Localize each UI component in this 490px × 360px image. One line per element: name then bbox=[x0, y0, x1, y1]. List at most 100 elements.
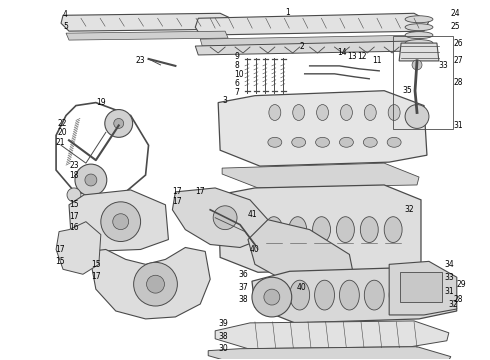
Circle shape bbox=[113, 214, 129, 230]
Text: 17: 17 bbox=[91, 272, 100, 281]
Text: 40: 40 bbox=[250, 245, 260, 254]
Ellipse shape bbox=[340, 280, 359, 310]
Ellipse shape bbox=[414, 280, 434, 310]
Ellipse shape bbox=[363, 137, 377, 147]
Text: 5: 5 bbox=[63, 22, 68, 31]
Text: 17: 17 bbox=[69, 212, 78, 221]
Polygon shape bbox=[215, 321, 449, 349]
Ellipse shape bbox=[293, 105, 305, 121]
Ellipse shape bbox=[269, 105, 281, 121]
Polygon shape bbox=[252, 267, 457, 323]
Ellipse shape bbox=[388, 105, 400, 121]
Text: 39: 39 bbox=[218, 319, 228, 328]
Text: 20: 20 bbox=[57, 128, 67, 137]
Ellipse shape bbox=[405, 32, 433, 39]
Text: 26: 26 bbox=[454, 39, 464, 48]
Circle shape bbox=[134, 262, 177, 306]
Text: 38: 38 bbox=[218, 332, 228, 341]
Text: 29: 29 bbox=[457, 280, 466, 289]
Text: 40: 40 bbox=[297, 283, 306, 292]
Text: 37: 37 bbox=[238, 283, 248, 292]
Text: 17: 17 bbox=[55, 245, 65, 254]
Text: 30: 30 bbox=[218, 344, 228, 353]
Polygon shape bbox=[89, 247, 210, 319]
Text: 8: 8 bbox=[234, 62, 239, 71]
Text: 32: 32 bbox=[404, 205, 414, 214]
Ellipse shape bbox=[387, 137, 401, 147]
Text: 3: 3 bbox=[222, 96, 227, 105]
Text: 9: 9 bbox=[234, 53, 239, 62]
Circle shape bbox=[85, 174, 97, 186]
Ellipse shape bbox=[384, 217, 402, 243]
Text: 28: 28 bbox=[454, 78, 464, 87]
FancyBboxPatch shape bbox=[400, 272, 442, 302]
Polygon shape bbox=[218, 185, 421, 272]
Ellipse shape bbox=[290, 280, 310, 310]
Circle shape bbox=[213, 206, 237, 230]
Polygon shape bbox=[196, 41, 414, 55]
Text: 33: 33 bbox=[439, 62, 449, 71]
Text: 34: 34 bbox=[445, 260, 455, 269]
Polygon shape bbox=[218, 91, 427, 166]
Polygon shape bbox=[196, 13, 429, 35]
Ellipse shape bbox=[360, 217, 378, 243]
Ellipse shape bbox=[316, 137, 329, 147]
Polygon shape bbox=[69, 190, 169, 251]
Polygon shape bbox=[56, 222, 101, 274]
Text: 41: 41 bbox=[248, 210, 258, 219]
Polygon shape bbox=[66, 31, 228, 40]
Text: 4: 4 bbox=[63, 10, 68, 19]
Polygon shape bbox=[399, 43, 439, 61]
Text: 27: 27 bbox=[454, 57, 464, 66]
Polygon shape bbox=[248, 220, 354, 289]
Ellipse shape bbox=[405, 24, 433, 31]
Ellipse shape bbox=[389, 280, 409, 310]
Text: 28: 28 bbox=[454, 294, 464, 303]
Text: 14: 14 bbox=[338, 49, 347, 58]
Ellipse shape bbox=[405, 40, 433, 46]
Circle shape bbox=[101, 202, 141, 242]
Text: 1: 1 bbox=[285, 8, 290, 17]
Text: 21: 21 bbox=[55, 138, 65, 147]
Text: 16: 16 bbox=[69, 223, 78, 232]
Ellipse shape bbox=[340, 137, 353, 147]
Circle shape bbox=[67, 188, 81, 202]
Text: 17: 17 bbox=[196, 188, 205, 197]
Ellipse shape bbox=[365, 105, 376, 121]
Text: 17: 17 bbox=[172, 197, 182, 206]
Text: 2: 2 bbox=[300, 41, 304, 50]
Ellipse shape bbox=[313, 217, 331, 243]
Ellipse shape bbox=[341, 105, 352, 121]
Ellipse shape bbox=[268, 137, 282, 147]
Polygon shape bbox=[389, 261, 457, 315]
Ellipse shape bbox=[317, 105, 328, 121]
Ellipse shape bbox=[292, 137, 306, 147]
Text: 31: 31 bbox=[454, 121, 464, 130]
Polygon shape bbox=[172, 188, 268, 247]
Text: 17: 17 bbox=[172, 188, 182, 197]
Text: 12: 12 bbox=[357, 53, 367, 62]
Circle shape bbox=[412, 60, 422, 70]
Ellipse shape bbox=[315, 280, 335, 310]
Text: 11: 11 bbox=[372, 57, 382, 66]
Polygon shape bbox=[222, 163, 419, 188]
Ellipse shape bbox=[337, 217, 354, 243]
Circle shape bbox=[252, 277, 292, 317]
Text: 35: 35 bbox=[402, 86, 412, 95]
Text: 31: 31 bbox=[445, 287, 455, 296]
Text: 32: 32 bbox=[449, 300, 459, 309]
Text: 19: 19 bbox=[96, 98, 105, 107]
Text: 23: 23 bbox=[69, 161, 78, 170]
Circle shape bbox=[405, 105, 429, 129]
Ellipse shape bbox=[265, 217, 283, 243]
Ellipse shape bbox=[365, 280, 384, 310]
Polygon shape bbox=[61, 13, 235, 31]
Text: 38: 38 bbox=[238, 294, 247, 303]
Circle shape bbox=[114, 118, 123, 129]
Ellipse shape bbox=[405, 16, 433, 23]
Polygon shape bbox=[208, 347, 451, 360]
Text: 13: 13 bbox=[347, 53, 357, 62]
Text: 7: 7 bbox=[234, 88, 239, 97]
Text: 6: 6 bbox=[234, 79, 239, 88]
Text: 15: 15 bbox=[55, 257, 65, 266]
